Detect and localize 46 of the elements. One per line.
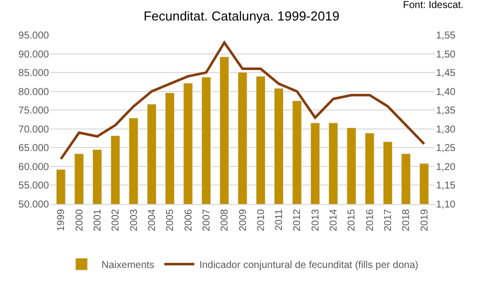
x-tick-label: 2014 xyxy=(328,208,340,232)
y2-tick-label: 1,50 xyxy=(436,49,456,60)
x-tick-label: 2015 xyxy=(346,208,358,232)
y2-tick-label: 1,20 xyxy=(436,162,456,173)
x-tick-label: 2013 xyxy=(310,208,322,232)
x-tick-label: 2011 xyxy=(274,208,286,231)
x-tick-label: 2017 xyxy=(383,208,394,232)
line-series xyxy=(60,41,426,160)
y2-tick-label: 1,35 xyxy=(436,106,456,117)
y-tick-label: 65.000 xyxy=(18,143,50,154)
x-tick-label: 2010 xyxy=(256,208,267,232)
y-tick-label: 50.000 xyxy=(18,200,50,210)
x-tick-label: 2001 xyxy=(92,208,104,232)
y-tick-label: 55.000 xyxy=(18,180,50,192)
y2-tick-label: 1,40 xyxy=(436,86,456,98)
y-tick-label: 70.000 xyxy=(18,124,50,136)
y-tick-label: 80.000 xyxy=(18,86,50,98)
y-tick-label: 85.000 xyxy=(18,68,50,80)
x-tick-label: 2012 xyxy=(292,208,304,232)
x-tick-label: 2005 xyxy=(165,208,176,232)
y-tick-label: 90.000 xyxy=(18,49,50,60)
x-tick-label: 2003 xyxy=(128,208,140,232)
legend-label: Indicador conjuntural de fecunditat (fills per dona) xyxy=(199,260,418,272)
legend-label: Naixements xyxy=(102,260,154,272)
y2-tick-label: 1,25 xyxy=(436,143,456,154)
chart-title: Fecunditat. Catalunya. 1999-2019 xyxy=(144,8,340,24)
y2-tick-label: 1,10 xyxy=(436,200,456,210)
x-tick-label: 2016 xyxy=(364,208,376,232)
y-tick-label: 60.000 xyxy=(18,162,50,173)
x-tick-label: 2019 xyxy=(419,208,430,232)
x-tick-label: 2000 xyxy=(74,208,86,232)
y-tick-label: 95.000 xyxy=(18,30,50,42)
y2-tick-label: 1,15 xyxy=(436,180,456,192)
x-tick-label: 2004 xyxy=(146,208,158,232)
x-tick-label: 2018 xyxy=(401,208,412,232)
x-tick-label: 2002 xyxy=(110,208,122,232)
x-tick-label: 2008 xyxy=(220,208,231,232)
y2-tick-label: 1,45 xyxy=(436,68,456,80)
x-tick-label: 2009 xyxy=(238,208,249,232)
y2-tick-label: 1,55 xyxy=(436,30,456,42)
text: Font: Idescat. xyxy=(403,0,464,11)
x-tick-label: 2006 xyxy=(183,208,194,232)
x-tick-label: 1999 xyxy=(56,208,68,232)
x-tick-label: 2007 xyxy=(201,208,212,232)
y-tick-label: 75.000 xyxy=(18,106,50,117)
y2-tick-label: 1,30 xyxy=(436,124,456,136)
